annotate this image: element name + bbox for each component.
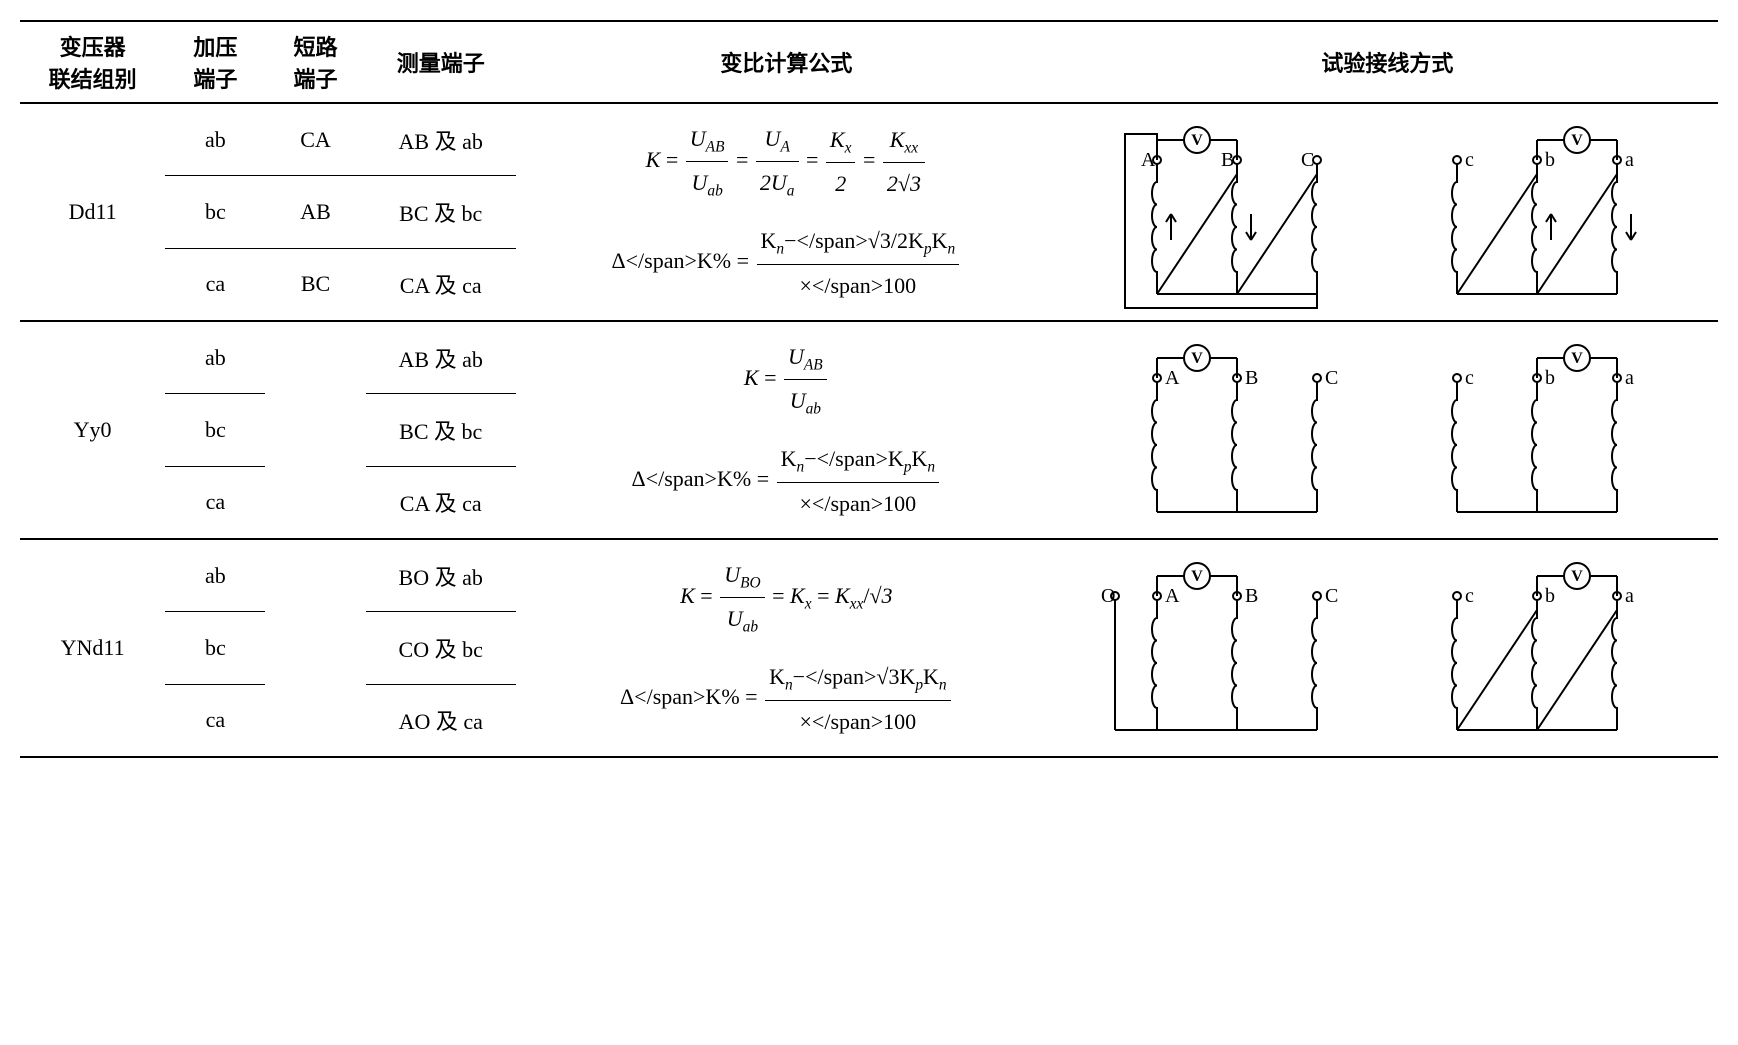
svg-text:V: V — [1192, 132, 1204, 149]
svg-text:c: c — [1465, 367, 1474, 389]
svg-text:V: V — [1572, 568, 1584, 585]
cell-group-name: YNd11 — [20, 539, 165, 757]
svg-text:O: O — [1101, 585, 1115, 607]
svg-text:C: C — [1325, 367, 1338, 389]
header-formula: 变比计算公式 — [516, 21, 1057, 103]
cell-measure: BC 及 bc — [366, 394, 516, 466]
svg-text:c: c — [1465, 149, 1474, 171]
cell-measure: BO 及 ab — [366, 539, 516, 612]
svg-text:a: a — [1625, 149, 1634, 171]
svg-text:A: A — [1165, 585, 1180, 607]
cell-short — [265, 539, 365, 757]
cell-short: AB — [265, 176, 365, 248]
svg-text:V: V — [1192, 568, 1204, 585]
svg-text:V: V — [1572, 350, 1584, 367]
transformer-test-table: 变压器联结组别 加压端子 短路端子 测量端子 变比计算公式 试验接线方式 Dd1… — [20, 20, 1718, 758]
svg-text:a: a — [1625, 585, 1634, 607]
svg-text:A: A — [1141, 149, 1156, 171]
cell-pressure: ab — [165, 103, 265, 176]
svg-text:a: a — [1625, 367, 1634, 389]
cell-pressure: ab — [165, 539, 265, 612]
cell-pressure: bc — [165, 612, 265, 684]
cell-measure: AO 及 ca — [366, 684, 516, 757]
cell-measure: AB 及 ab — [366, 103, 516, 176]
table-row: YNd11abBO 及 abK = UBOUab = Kx = Kxx/√3Δ<… — [20, 539, 1718, 612]
svg-text:V: V — [1572, 132, 1584, 149]
cell-formula: K = UBOUab = Kx = Kxx/√3Δ</span>K% = Kn−… — [516, 539, 1057, 757]
cell-pressure: ca — [165, 466, 265, 539]
header-row: 变压器联结组别 加压端子 短路端子 测量端子 变比计算公式 试验接线方式 — [20, 21, 1718, 103]
svg-text:b: b — [1545, 367, 1555, 389]
svg-text:C: C — [1325, 585, 1338, 607]
cell-measure: BC 及 bc — [366, 176, 516, 248]
cell-measure: CA 及 ca — [366, 248, 516, 321]
header-short-terminals: 短路端子 — [265, 21, 365, 103]
cell-measure: CO 及 bc — [366, 612, 516, 684]
svg-text:A: A — [1165, 367, 1180, 389]
svg-text:B: B — [1245, 367, 1258, 389]
cell-short: CA — [265, 103, 365, 176]
cell-formula: K = UABUabΔ</span>K% = Kn−</span>KpKn×</… — [516, 321, 1057, 539]
svg-text:b: b — [1545, 149, 1555, 171]
cell-group-name: Yy0 — [20, 321, 165, 539]
header-connection-group: 变压器联结组别 — [20, 21, 165, 103]
svg-text:C: C — [1301, 149, 1314, 171]
cell-pressure: bc — [165, 176, 265, 248]
cell-pressure: ab — [165, 321, 265, 394]
cell-formula: K = UABUab = UA2Ua = Kx2 = Kxx2√3Δ</span… — [516, 103, 1057, 321]
cell-group-name: Dd11 — [20, 103, 165, 321]
cell-diagram: A B C Vc b a V — [1057, 321, 1718, 539]
header-wiring: 试验接线方式 — [1057, 21, 1718, 103]
table-row: Yy0abAB 及 abK = UABUabΔ</span>K% = Kn−</… — [20, 321, 1718, 394]
header-pressure-terminals: 加压端子 — [165, 21, 265, 103]
cell-pressure: ca — [165, 684, 265, 757]
svg-text:V: V — [1192, 350, 1204, 367]
cell-short — [265, 321, 365, 539]
table-row: Dd11abCAAB 及 abK = UABUab = UA2Ua = Kx2 … — [20, 103, 1718, 176]
cell-short: BC — [265, 248, 365, 321]
cell-pressure: bc — [165, 394, 265, 466]
header-measure-terminals: 测量端子 — [366, 21, 516, 103]
cell-measure: AB 及 ab — [366, 321, 516, 394]
svg-text:b: b — [1545, 585, 1555, 607]
cell-measure: CA 及 ca — [366, 466, 516, 539]
cell-pressure: ca — [165, 248, 265, 321]
svg-text:c: c — [1465, 585, 1474, 607]
cell-diagram: A B C Vc b a V — [1057, 103, 1718, 321]
svg-text:B: B — [1221, 149, 1234, 171]
cell-diagram: O A B C Vc b a V — [1057, 539, 1718, 757]
svg-text:B: B — [1245, 585, 1258, 607]
